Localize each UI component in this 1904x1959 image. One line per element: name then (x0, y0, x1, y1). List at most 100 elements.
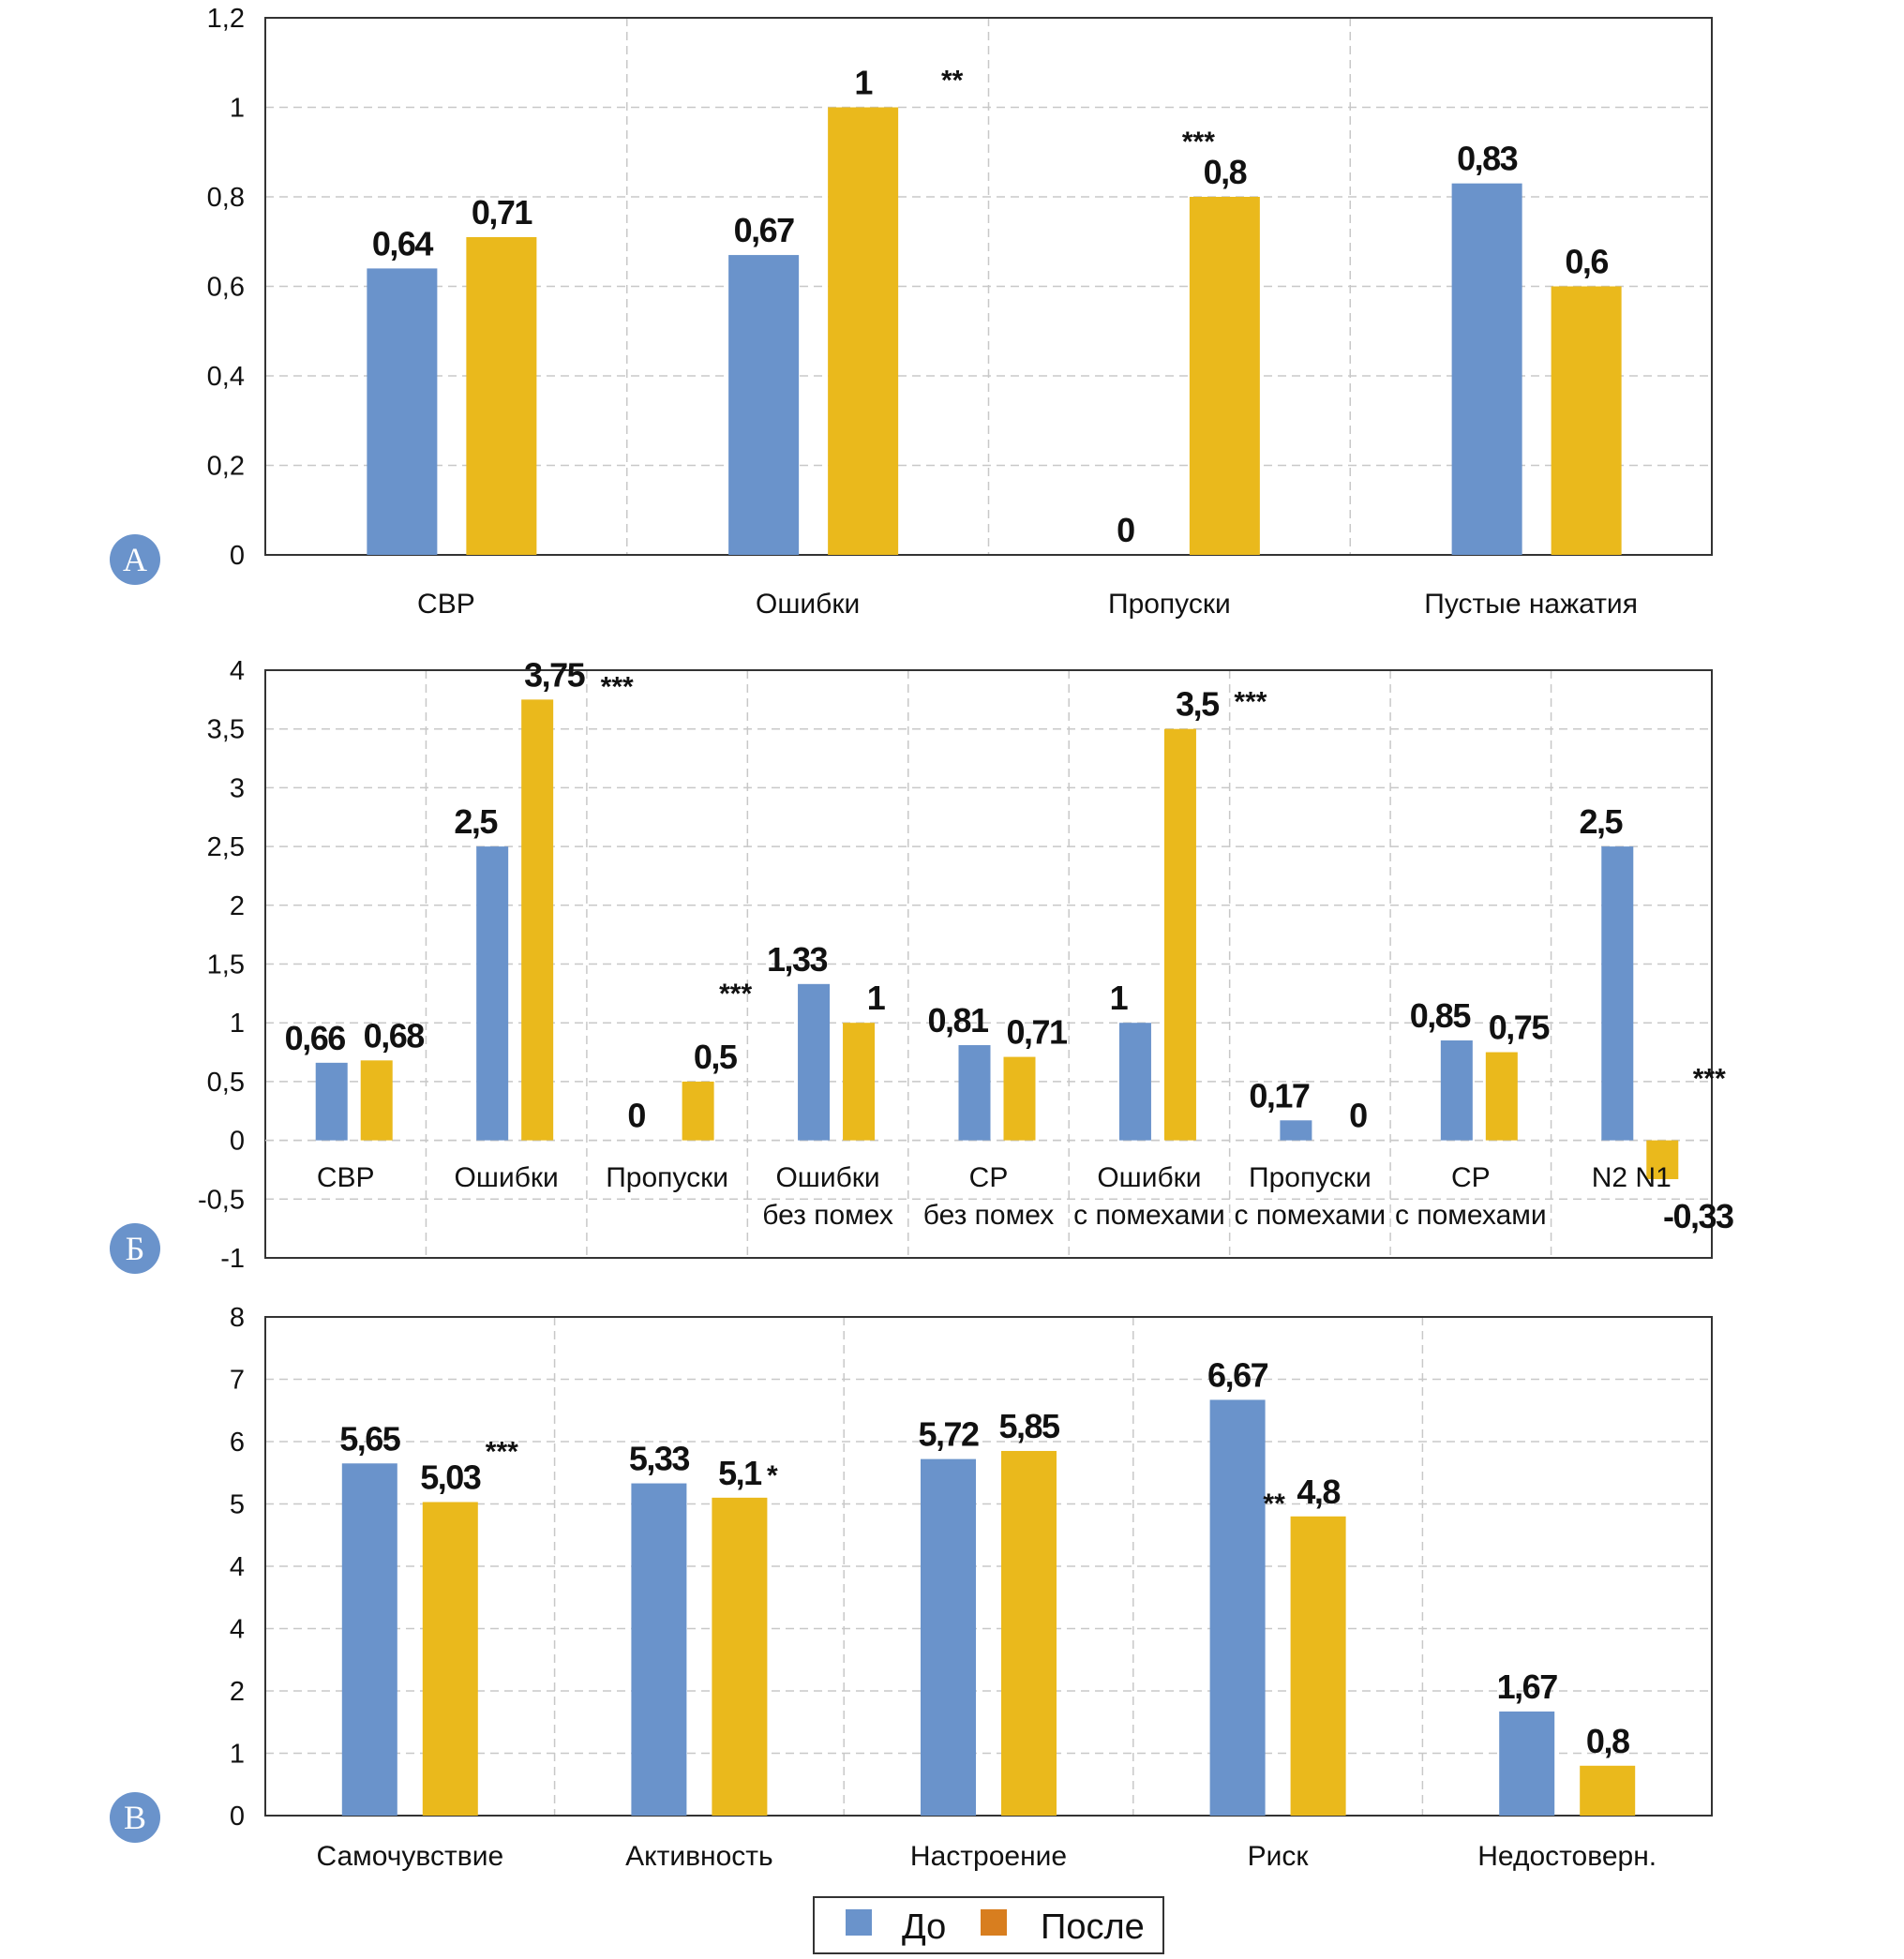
category-label: N2 N1 (1592, 1162, 1672, 1193)
y-tick-label: 3 (230, 773, 245, 803)
value-label: 6,67 (1207, 1355, 1268, 1394)
value-label: 0,6 (1565, 243, 1608, 281)
bar-after (1163, 728, 1196, 1141)
panel-letter: Б (126, 1230, 145, 1267)
bar-before (1499, 1711, 1555, 1816)
category-label: Пропуски (606, 1162, 728, 1193)
bar-after (843, 1023, 876, 1141)
bar-before (631, 1483, 687, 1816)
bar-after (828, 107, 899, 555)
bar-after (1001, 1450, 1057, 1816)
bar-before (798, 983, 831, 1141)
bar-before (1451, 183, 1522, 556)
category-label: Риск (1248, 1841, 1310, 1872)
y-tick-label: 0,2 (207, 452, 245, 482)
legend: До После (813, 1896, 1164, 1954)
category-label: без помех (762, 1200, 893, 1231)
bar-after (1580, 1765, 1636, 1816)
panel-letter-badge (110, 1223, 160, 1274)
value-label: 0,5 (694, 1038, 738, 1076)
category-label: Ошибки (756, 589, 860, 620)
value-label: 0,85 (1410, 996, 1472, 1035)
bar-before (1209, 1399, 1266, 1816)
category-label: Самочувствие (316, 1841, 503, 1872)
value-label: 0,67 (734, 211, 795, 249)
significance-marker: *** (1693, 1064, 1726, 1095)
value-label: 0,83 (1457, 140, 1518, 178)
y-tick-label: 2 (230, 891, 245, 921)
bar-after (1646, 1140, 1679, 1179)
y-tick-label: 1 (230, 94, 245, 124)
plot-frame (264, 669, 1713, 1259)
y-tick-label: 3,5 (207, 715, 245, 745)
significance-marker: *** (1234, 687, 1267, 718)
y-tick-label: 7 (230, 1366, 245, 1396)
value-label: 5,72 (918, 1415, 979, 1454)
category-label: СВР (317, 1162, 375, 1193)
y-tick-label: 1 (230, 1740, 245, 1770)
significance-marker: *** (486, 1437, 518, 1468)
plot-frame (264, 17, 1713, 556)
y-tick-label: 0,6 (207, 273, 245, 303)
panel-2: -1 -0,5 0 0,5 1 1,5 2 2,5 3 3,5 4 0,66 0,68 СВР 2,5 3,7… (110, 655, 1735, 1274)
significance-marker: * (767, 1460, 778, 1491)
value-label: 0,75 (1489, 1009, 1551, 1047)
category-label: без помех (923, 1200, 1055, 1231)
bar-before (1601, 846, 1634, 1141)
y-tick-label: 2,5 (207, 832, 245, 862)
value-label: 5,33 (629, 1440, 690, 1478)
value-label: 0,66 (285, 1019, 346, 1057)
value-label: 0,17 (1249, 1076, 1310, 1114)
bar-after (1189, 197, 1260, 555)
y-tick-label: 1 (230, 1009, 245, 1039)
category-label: Ошибки (455, 1162, 559, 1193)
panel-1: 0 0,2 0,4 0,6 0,8 1 1,2 0,64 0,71 СВР 0,67 1 ** Ошибк… (110, 4, 1713, 620)
legend-swatch-after (981, 1909, 1007, 1936)
y-tick-label: 0 (230, 541, 245, 571)
value-label: 3,75 (524, 655, 586, 694)
y-tick-label: 6 (230, 1428, 245, 1458)
value-label: 0,81 (927, 1001, 989, 1039)
bar-before (476, 846, 509, 1141)
y-tick-label: -0,5 (198, 1185, 245, 1215)
bar-before (958, 1045, 991, 1141)
value-label: 4,8 (1297, 1473, 1340, 1511)
value-label: 1 (854, 64, 873, 102)
significance-marker: ** (1263, 1488, 1285, 1519)
value-label: 1,67 (1497, 1667, 1558, 1706)
panel-letter-badge (110, 534, 160, 585)
value-label: 0,71 (1006, 1013, 1068, 1052)
value-label: 0 (1349, 1097, 1367, 1135)
y-tick-label: 0,5 (207, 1068, 245, 1098)
bar-before (367, 268, 438, 555)
bar-after (712, 1497, 768, 1816)
legend-label-before: До (902, 1907, 946, 1947)
value-label: 0,8 (1204, 153, 1247, 191)
bar-after (1003, 1056, 1036, 1141)
category-label: СВР (417, 589, 475, 620)
significance-marker: ** (941, 66, 964, 97)
bar-before (728, 255, 800, 555)
bar-before (315, 1062, 348, 1141)
legend-box (813, 1896, 1164, 1954)
category-label: Пропуски (1249, 1162, 1372, 1193)
value-label: 2,5 (1580, 802, 1624, 841)
panel-letter-badge (110, 1792, 160, 1843)
bar-before (341, 1463, 397, 1816)
legend-label-after: После (1041, 1907, 1145, 1947)
y-tick-label: -1 (220, 1244, 245, 1274)
bar-before (921, 1458, 976, 1816)
category-label: Ошибки (775, 1162, 879, 1193)
value-label: 0,68 (364, 1016, 425, 1054)
value-label: 3,5 (1176, 685, 1220, 724)
y-tick-label: 0,8 (207, 183, 245, 213)
bar-after (1551, 286, 1622, 555)
bar-after (682, 1081, 714, 1141)
legend-swatch-before (846, 1909, 872, 1936)
category-label: с помехами (1073, 1200, 1225, 1231)
bar-after (466, 236, 537, 555)
value-label: 5,65 (339, 1419, 401, 1458)
value-label: 0,64 (372, 224, 434, 262)
